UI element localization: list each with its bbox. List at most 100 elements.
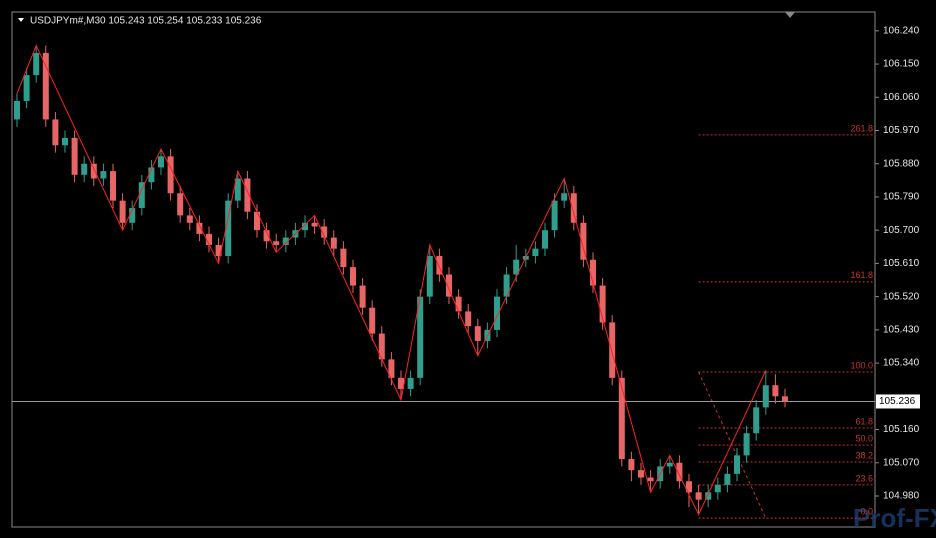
y-tick-label: 105.430 xyxy=(883,325,920,336)
y-tick-label: 106.240 xyxy=(883,25,920,36)
candle-body xyxy=(618,377,625,460)
candle-body xyxy=(446,274,452,297)
candle-body xyxy=(436,256,443,275)
candle-body xyxy=(455,296,462,312)
candle-body xyxy=(138,182,145,209)
candle-body xyxy=(542,230,548,249)
zigzag xyxy=(16,44,767,516)
candle-body xyxy=(186,215,193,223)
candle-body xyxy=(369,307,376,334)
fib-label: 261.8 xyxy=(850,123,873,133)
candle-body xyxy=(71,137,78,175)
y-tick-label: 106.060 xyxy=(883,92,920,103)
candle-body xyxy=(81,163,88,175)
candle-body xyxy=(14,100,20,120)
candle-body xyxy=(494,296,500,330)
candle-body xyxy=(734,455,740,474)
y-tick-label: 106.150 xyxy=(883,59,920,70)
fib-label: 38.2 xyxy=(855,450,873,460)
candle-body xyxy=(628,459,635,471)
candle-body xyxy=(743,433,750,456)
candle-body xyxy=(263,230,270,242)
candle-body xyxy=(23,75,30,101)
current-price-label: 105.236 xyxy=(879,396,916,407)
candle-body xyxy=(129,208,136,223)
candle-body xyxy=(282,237,289,245)
candle-body xyxy=(407,377,414,389)
candle-body xyxy=(398,377,404,389)
candle-body xyxy=(196,222,203,234)
candle-body xyxy=(110,171,116,201)
shift-marker xyxy=(785,12,795,18)
candle-body xyxy=(388,359,395,378)
candle-body xyxy=(724,473,731,485)
plot-border xyxy=(11,11,876,528)
y-tick-label: 105.610 xyxy=(883,258,920,269)
y-tick-label: 105.070 xyxy=(883,457,920,468)
candle-body xyxy=(417,296,424,378)
fib-label: 23.6 xyxy=(855,473,873,483)
candle-body xyxy=(62,137,68,146)
y-tick-label: 105.700 xyxy=(883,225,920,236)
candle-body xyxy=(330,237,337,249)
candle-body xyxy=(561,193,568,201)
candle-body xyxy=(340,248,347,268)
candle-body xyxy=(609,322,616,378)
candle-body xyxy=(599,285,606,323)
candle-body xyxy=(350,267,356,286)
candle-body xyxy=(580,222,587,260)
candle-body xyxy=(225,200,232,257)
candle-body xyxy=(465,311,472,327)
candle-body xyxy=(532,248,539,257)
candle-body xyxy=(167,156,174,194)
candle-body xyxy=(119,200,126,223)
candle-body xyxy=(426,256,433,297)
candle-body xyxy=(273,241,280,245)
y-tick-label: 105.880 xyxy=(883,158,920,169)
fib-label: 161.8 xyxy=(850,270,873,280)
fib-label: 100.0 xyxy=(850,360,873,370)
candle-body xyxy=(177,193,184,216)
candle-body xyxy=(686,481,692,493)
candle-body xyxy=(90,163,97,179)
candle-body xyxy=(503,274,510,297)
fib-trend xyxy=(698,371,767,519)
candle-body xyxy=(705,492,712,500)
candle-body xyxy=(311,222,318,227)
fib-label: 50.0 xyxy=(855,433,873,443)
y-tick-label: 105.340 xyxy=(883,358,920,369)
candle-body xyxy=(33,52,40,76)
candle-body xyxy=(695,492,702,500)
chart-title: USDJPYm#,M30 105.243 105.254 105.233 105… xyxy=(30,16,262,27)
candle-body xyxy=(772,385,779,397)
y-tick-label: 105.520 xyxy=(883,291,920,302)
candle-body xyxy=(100,171,107,179)
y-tick-label: 104.980 xyxy=(883,491,920,502)
candle-body xyxy=(474,326,481,341)
candle-body xyxy=(52,119,59,146)
candle-body xyxy=(513,259,520,275)
candle-body xyxy=(158,156,164,168)
candle-body xyxy=(570,193,577,223)
candle-body xyxy=(638,470,644,478)
candle-body xyxy=(359,285,366,308)
candle-body xyxy=(590,259,596,286)
y-tick-label: 105.790 xyxy=(883,192,920,203)
candle-body xyxy=(321,226,328,238)
candle-body xyxy=(244,178,251,212)
candle-body xyxy=(42,52,49,120)
candle-body xyxy=(302,222,308,231)
candle-body xyxy=(234,178,241,201)
y-tick-label: 105.160 xyxy=(883,424,920,435)
fib-label: 61.8 xyxy=(855,416,873,426)
candle-body xyxy=(753,407,760,434)
y-tick-label: 105.970 xyxy=(883,125,920,136)
candle-body xyxy=(215,244,222,257)
candle-body xyxy=(551,200,558,231)
candle-body xyxy=(676,462,683,482)
candle-body xyxy=(206,233,212,245)
candle-body xyxy=(782,396,788,402)
candle-body xyxy=(762,385,769,408)
